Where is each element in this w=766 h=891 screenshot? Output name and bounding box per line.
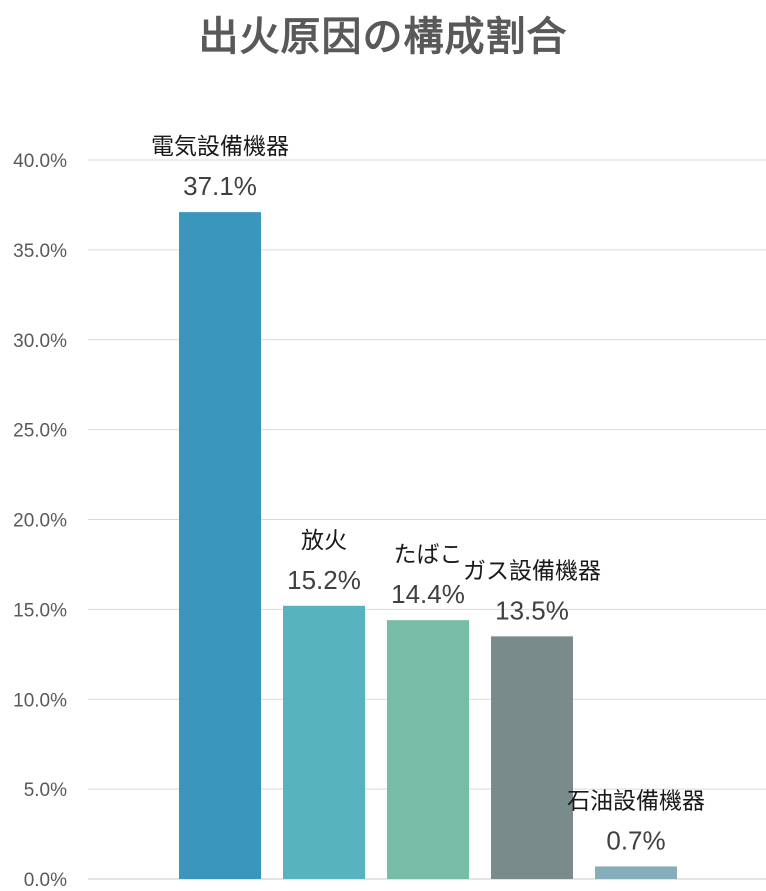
data-label: 14.4% — [391, 579, 465, 609]
category-label: 電気設備機器 — [151, 134, 289, 160]
bar — [179, 212, 261, 879]
category-label: ガス設備機器 — [463, 558, 601, 584]
data-label: 13.5% — [495, 595, 569, 625]
chart-title: 出火原因の構成割合 — [198, 14, 568, 60]
data-label: 37.1% — [183, 171, 257, 201]
category-label: 石油設備機器 — [567, 788, 705, 814]
y-tick-label: 20.0% — [13, 511, 67, 532]
y-tick-label: 35.0% — [13, 241, 67, 262]
data-label: 0.7% — [606, 825, 665, 855]
bar — [283, 605, 365, 879]
y-tick-label: 10.0% — [13, 690, 67, 711]
y-tick-label: 0.0% — [24, 870, 67, 891]
category-label: 放火 — [301, 528, 347, 554]
y-tick-label: 30.0% — [13, 331, 67, 352]
data-label: 15.2% — [287, 565, 361, 595]
bar — [595, 866, 677, 879]
category-label: たばこ — [394, 542, 463, 568]
y-tick-label: 25.0% — [13, 421, 67, 442]
y-tick-label: 40.0% — [13, 151, 67, 172]
bar — [387, 620, 469, 879]
y-tick-label: 5.0% — [24, 780, 67, 801]
y-tick-label: 15.0% — [13, 600, 67, 621]
bar — [491, 636, 573, 879]
